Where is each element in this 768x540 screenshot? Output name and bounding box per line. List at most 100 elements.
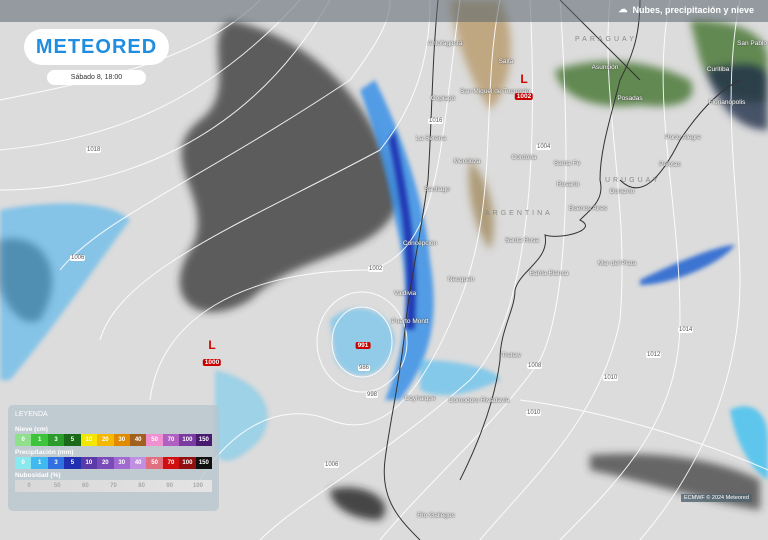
city-label: Posadas [617,95,643,102]
legend-title: LEYENDA [15,411,48,418]
city-label: Neuquén [447,276,475,283]
precipitation-layer [0,80,768,480]
city-label: Salta [498,58,514,65]
precip-scale: 0 1 3 5 10 20 30 40 50 70 100 150 [15,457,213,469]
precip-legend-label: Precipitación (mm) [15,449,74,456]
city-label: Antofagasta [427,40,463,47]
meteored-logo: METEORED [24,29,169,65]
city-label: Pelotas [659,161,681,168]
layer-label: Nubes, precipitación y nieve [632,4,754,15]
legend-swatch: 5 [64,457,81,469]
top-bar: ☁ Nubes, precipitación y nieve [0,0,768,22]
legend-swatch: 0 [27,483,31,489]
legend-swatch: 40 [129,457,147,469]
city-label: Santiago [424,186,450,193]
city-label: Valdivia [393,290,417,297]
legend-swatch: 70 [110,483,117,489]
snow-legend-label: Nieve (cm) [15,426,48,433]
country-label: ARGENTINA [485,210,553,217]
isobar-label: 1002 [368,266,384,272]
city-label: Coyhaique [404,395,436,402]
city-label: Trelew [501,352,521,359]
city-label: Durazno [609,188,635,195]
isobar-label: 1012 [646,352,662,358]
low-letter: L [520,72,528,86]
low-letter: L [208,338,216,352]
isobar-label: 1006 [324,462,340,468]
city-label: Porto Alegre [665,134,701,141]
legend-swatch: 90 [166,483,174,489]
legend-swatch: 3 [47,434,65,446]
country-label: URUGUAY [605,177,661,184]
city-label: Bahía Blanca [529,270,569,277]
city-label: Buenos Aires [568,205,608,212]
low-pressure-value: 1000 [202,359,222,366]
legend-swatch: 20 [97,457,114,469]
isobar-label: 1018 [86,147,102,153]
low-pressure-marker: L 1000 [202,338,222,369]
city-label: Concepción [402,240,438,247]
legend-swatch: 150 [195,434,213,446]
city-label: Mendoza [453,158,481,165]
isobar-label: 1004 [536,144,552,150]
city-label: Curitiba [706,66,730,73]
logo-text: METEORED [35,35,158,58]
isobar-label: 998 [366,392,379,398]
city-label: Córdoba [511,154,537,161]
isobar-label: 986 [358,365,371,371]
legend-swatch: 100 [179,434,196,446]
legend-swatch: 30 [113,434,130,446]
legend-swatch: 3 [47,457,65,469]
legend-swatch: 1 [31,457,48,469]
legend-swatch: 5 [64,434,81,446]
low-pressure-value: 991 [355,342,371,349]
isobar-label: 1006 [70,255,86,261]
isobar-label: 1014 [678,327,694,333]
city-label: San Pablo [737,40,767,47]
city-label: Río Gallegos [417,512,455,519]
city-label: Florianópolis [708,99,746,106]
layer-selector[interactable]: ☁ Nubes, precipitación y nieve [618,4,754,15]
isobar-label: 1010 [526,410,542,416]
snow-scale: 0 1 3 5 10 20 30 40 50 70 100 150 [15,434,213,446]
legend-swatch: 100 [192,483,203,489]
city-label: Copiapó [430,95,456,102]
isobar-label: 1008 [527,363,543,369]
city-label: Mar del Plata [597,260,637,267]
low-pressure-marker: L 1002 [514,72,534,103]
city-label: Rosario [556,181,580,188]
legend-swatch: 1 [31,434,48,446]
forecast-date: Sábado 8, 18:00 [47,70,146,85]
cloud-icon: ☁ [618,4,628,14]
city-label: La Serena [416,135,446,142]
city-label: Santa Fe [553,160,581,167]
credit-label: ECMWF © 2024 Meteored [681,494,752,502]
legend-swatch: 150 [195,457,213,469]
legend-swatch: 50 [146,457,163,469]
low-pressure-marker: 991 [355,334,371,352]
legend-swatch: 30 [113,457,130,469]
isobar-label: 1010 [603,375,619,381]
low-pressure-value: 1002 [514,93,534,100]
legend-swatch: 50 [53,483,61,489]
city-label: San Miguel de Tucumán [459,88,531,95]
cloud-legend-label: Nubosidad (%) [15,472,61,479]
legend-swatch: 10 [80,457,98,469]
legend-swatch: 20 [97,434,114,446]
legend-swatch: 0 [15,434,32,446]
city-label: Comodoro Rivadavia [448,397,510,404]
legend-swatch: 60 [82,483,89,489]
legend-swatch: 0 [15,457,32,469]
legend-swatch: 70 [162,434,180,446]
cloud-scale: 0 50 60 70 80 90 100 [15,480,212,492]
legend-swatch: 70 [162,457,180,469]
city-label: Puerto Montt [391,318,429,325]
legend: LEYENDA Nieve (cm) 0 1 3 5 10 20 30 40 50 70 100 15… [8,405,219,511]
legend-swatch: 10 [80,434,98,446]
city-label: Santa Rosa [505,237,539,244]
legend-swatch: 50 [146,434,163,446]
legend-swatch: 80 [138,483,145,489]
legend-swatch: 40 [129,434,147,446]
city-label: Asunción [591,64,619,71]
country-label: PARAGUAY [575,36,637,43]
